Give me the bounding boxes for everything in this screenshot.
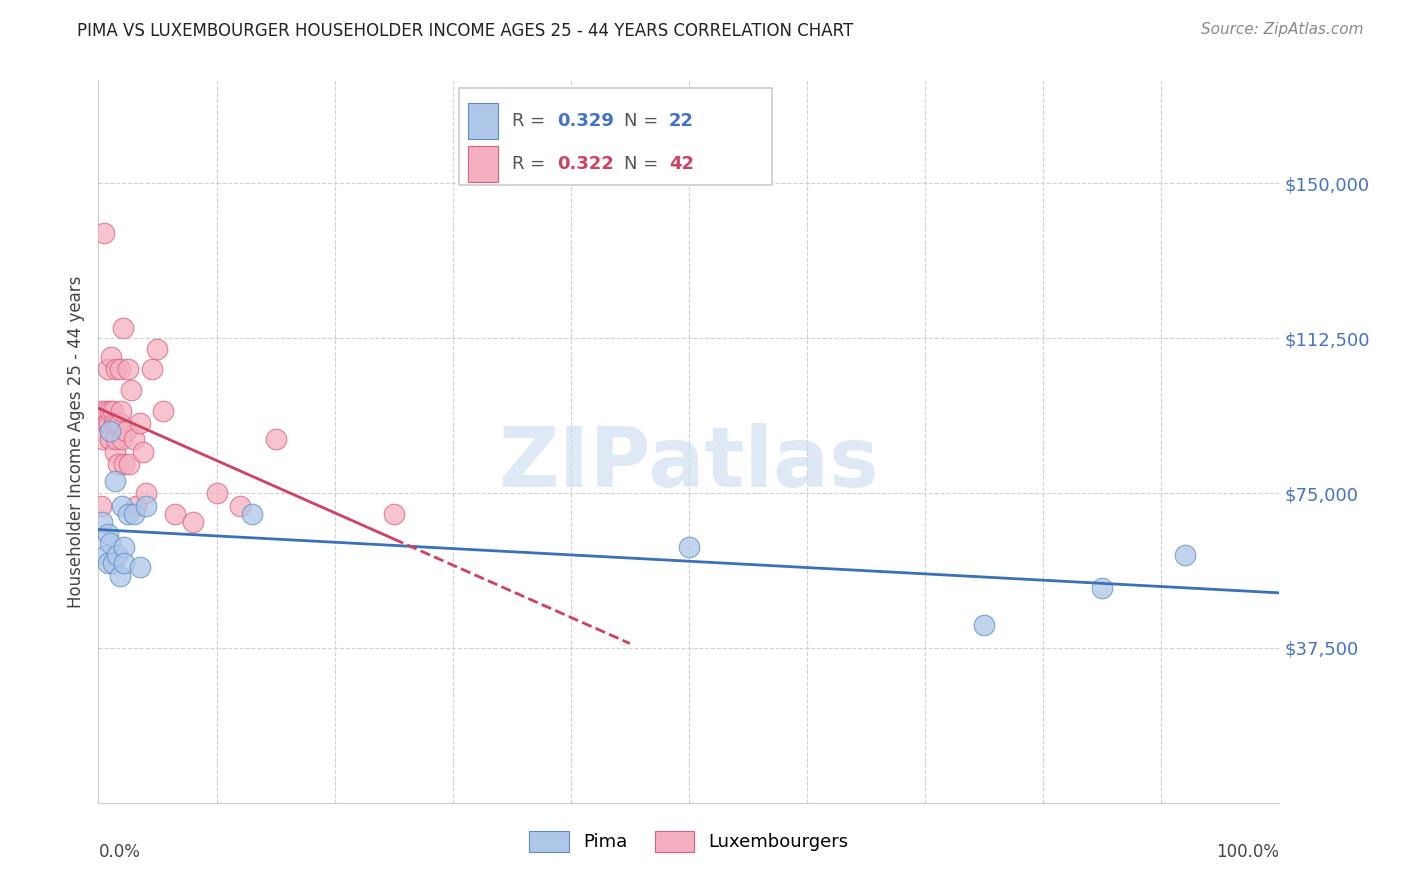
Text: R =: R = [512, 155, 551, 173]
Point [108, 416, 131, 430]
Point [264, 433, 287, 447]
Point [94, 548, 117, 562]
Point [105, 548, 128, 562]
FancyBboxPatch shape [458, 87, 772, 185]
Text: 0.329: 0.329 [557, 112, 613, 130]
Point [91, 403, 114, 417]
Point [122, 507, 145, 521]
Point [97, 527, 120, 541]
Point [128, 560, 150, 574]
Point [1091, 581, 1114, 595]
Text: 0.322: 0.322 [557, 155, 613, 173]
Point [111, 499, 134, 513]
Point [104, 445, 127, 459]
Point [105, 362, 128, 376]
FancyBboxPatch shape [468, 145, 498, 182]
Point [107, 457, 129, 471]
Point [90, 499, 112, 513]
Point [205, 486, 228, 500]
Point [132, 445, 155, 459]
FancyBboxPatch shape [468, 103, 498, 139]
Text: Source: ZipAtlas.com: Source: ZipAtlas.com [1201, 22, 1364, 37]
Point [101, 403, 124, 417]
Text: 22: 22 [669, 112, 695, 130]
Point [112, 557, 135, 571]
Point [128, 416, 150, 430]
Point [240, 507, 263, 521]
Point [112, 457, 135, 471]
Text: PIMA VS LUXEMBOURGER HOUSEHOLDER INCOME AGES 25 - 44 YEARS CORRELATION CHART: PIMA VS LUXEMBOURGER HOUSEHOLDER INCOME … [77, 22, 853, 40]
Point [146, 342, 169, 356]
Point [98, 535, 121, 549]
Point [117, 507, 139, 521]
Point [91, 515, 114, 529]
Point [105, 433, 128, 447]
Text: 42: 42 [669, 155, 695, 173]
Point [112, 540, 135, 554]
Point [1174, 548, 1197, 562]
Point [114, 424, 136, 438]
Point [105, 416, 128, 430]
Point [103, 416, 125, 430]
Point [108, 362, 131, 376]
Point [118, 457, 141, 471]
Point [165, 507, 187, 521]
Point [91, 433, 114, 447]
Point [96, 416, 118, 430]
Y-axis label: Householder Income Ages 25 - 44 years: Householder Income Ages 25 - 44 years [66, 276, 84, 607]
Text: R =: R = [512, 112, 551, 130]
Point [973, 618, 995, 632]
Point [98, 416, 121, 430]
Point [117, 362, 139, 376]
Point [100, 350, 122, 364]
Point [97, 362, 120, 376]
Point [98, 433, 121, 447]
Point [122, 433, 145, 447]
Point [111, 433, 134, 447]
Point [152, 403, 174, 417]
Point [98, 424, 121, 438]
Point [382, 507, 405, 521]
Point [229, 499, 252, 513]
Point [104, 474, 127, 488]
Point [94, 403, 117, 417]
Point [125, 499, 148, 513]
Point [112, 321, 135, 335]
Point [181, 515, 204, 529]
Point [101, 557, 124, 571]
Point [110, 403, 132, 417]
Point [97, 557, 120, 571]
Point [135, 486, 157, 500]
Legend: Pima, Luxembourgers: Pima, Luxembourgers [522, 823, 856, 859]
Point [135, 499, 157, 513]
Point [108, 568, 131, 582]
Point [678, 540, 700, 554]
Point [98, 403, 121, 417]
Point [141, 362, 163, 376]
Text: N =: N = [624, 112, 664, 130]
Text: 0.0%: 0.0% [98, 843, 141, 861]
Point [93, 226, 115, 240]
Text: ZIPatlas: ZIPatlas [499, 423, 879, 504]
Point [121, 383, 143, 397]
Text: N =: N = [624, 155, 664, 173]
Text: 100.0%: 100.0% [1216, 843, 1279, 861]
